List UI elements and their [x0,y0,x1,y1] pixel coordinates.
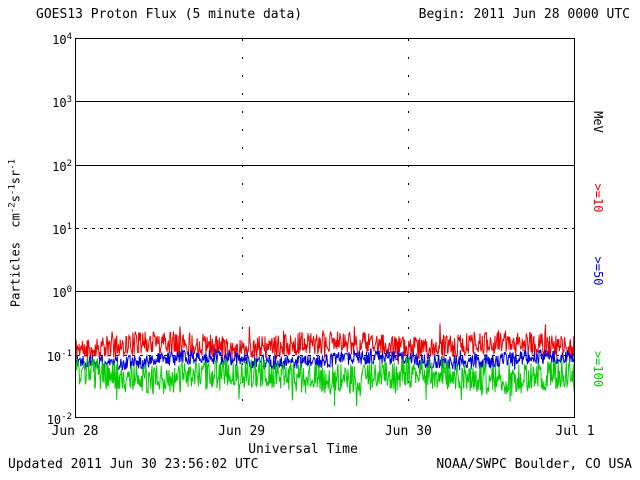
y-axis-label: Particles cm-2s-1sr-1 [7,158,23,308]
x-tick-label: Jun 30 [384,424,432,439]
y-tick-label-10e1: 101 [52,222,72,237]
flux-trace-10mev [75,323,575,365]
x-tick-label: Jun 29 [218,424,266,439]
flux-trace-100mev [75,356,575,407]
right-axis-label-100: >=100 [591,350,605,388]
updated-timestamp: Updated 2011 Jun 30 23:56:02 UTC [8,457,259,472]
y-tick-label-10e2: 102 [52,158,72,174]
right-axis-label-mev: MeV [591,111,605,133]
y-tick-label-10e0: 100 [52,285,72,301]
y-tick-label-10e3: 103 [52,95,72,111]
right-axis-label-50: >=50 [591,256,605,286]
plot-frame [75,38,575,418]
x-tick-label: Jul 1 [555,424,595,439]
y-tick-label-10e-1: 10-1 [46,348,72,364]
x-axis-label: Universal Time [248,442,358,457]
right-axis-label-10: >=10 [591,183,605,213]
plot-canvas [75,38,575,418]
source-credit: NOAA/SWPC Boulder, CO USA [436,457,632,472]
chart-title: GOES13 Proton Flux (5 minute data) [36,7,303,22]
y-tick-label-10e-2: 10-2 [46,412,72,427]
begin-time-label: Begin: 2011 Jun 28 0000 UTC [418,7,630,22]
y-tick-label-10e4: 104 [52,32,72,47]
x-tick-label: Jun 28 [51,424,99,439]
flux-trace-50mev [75,348,575,371]
